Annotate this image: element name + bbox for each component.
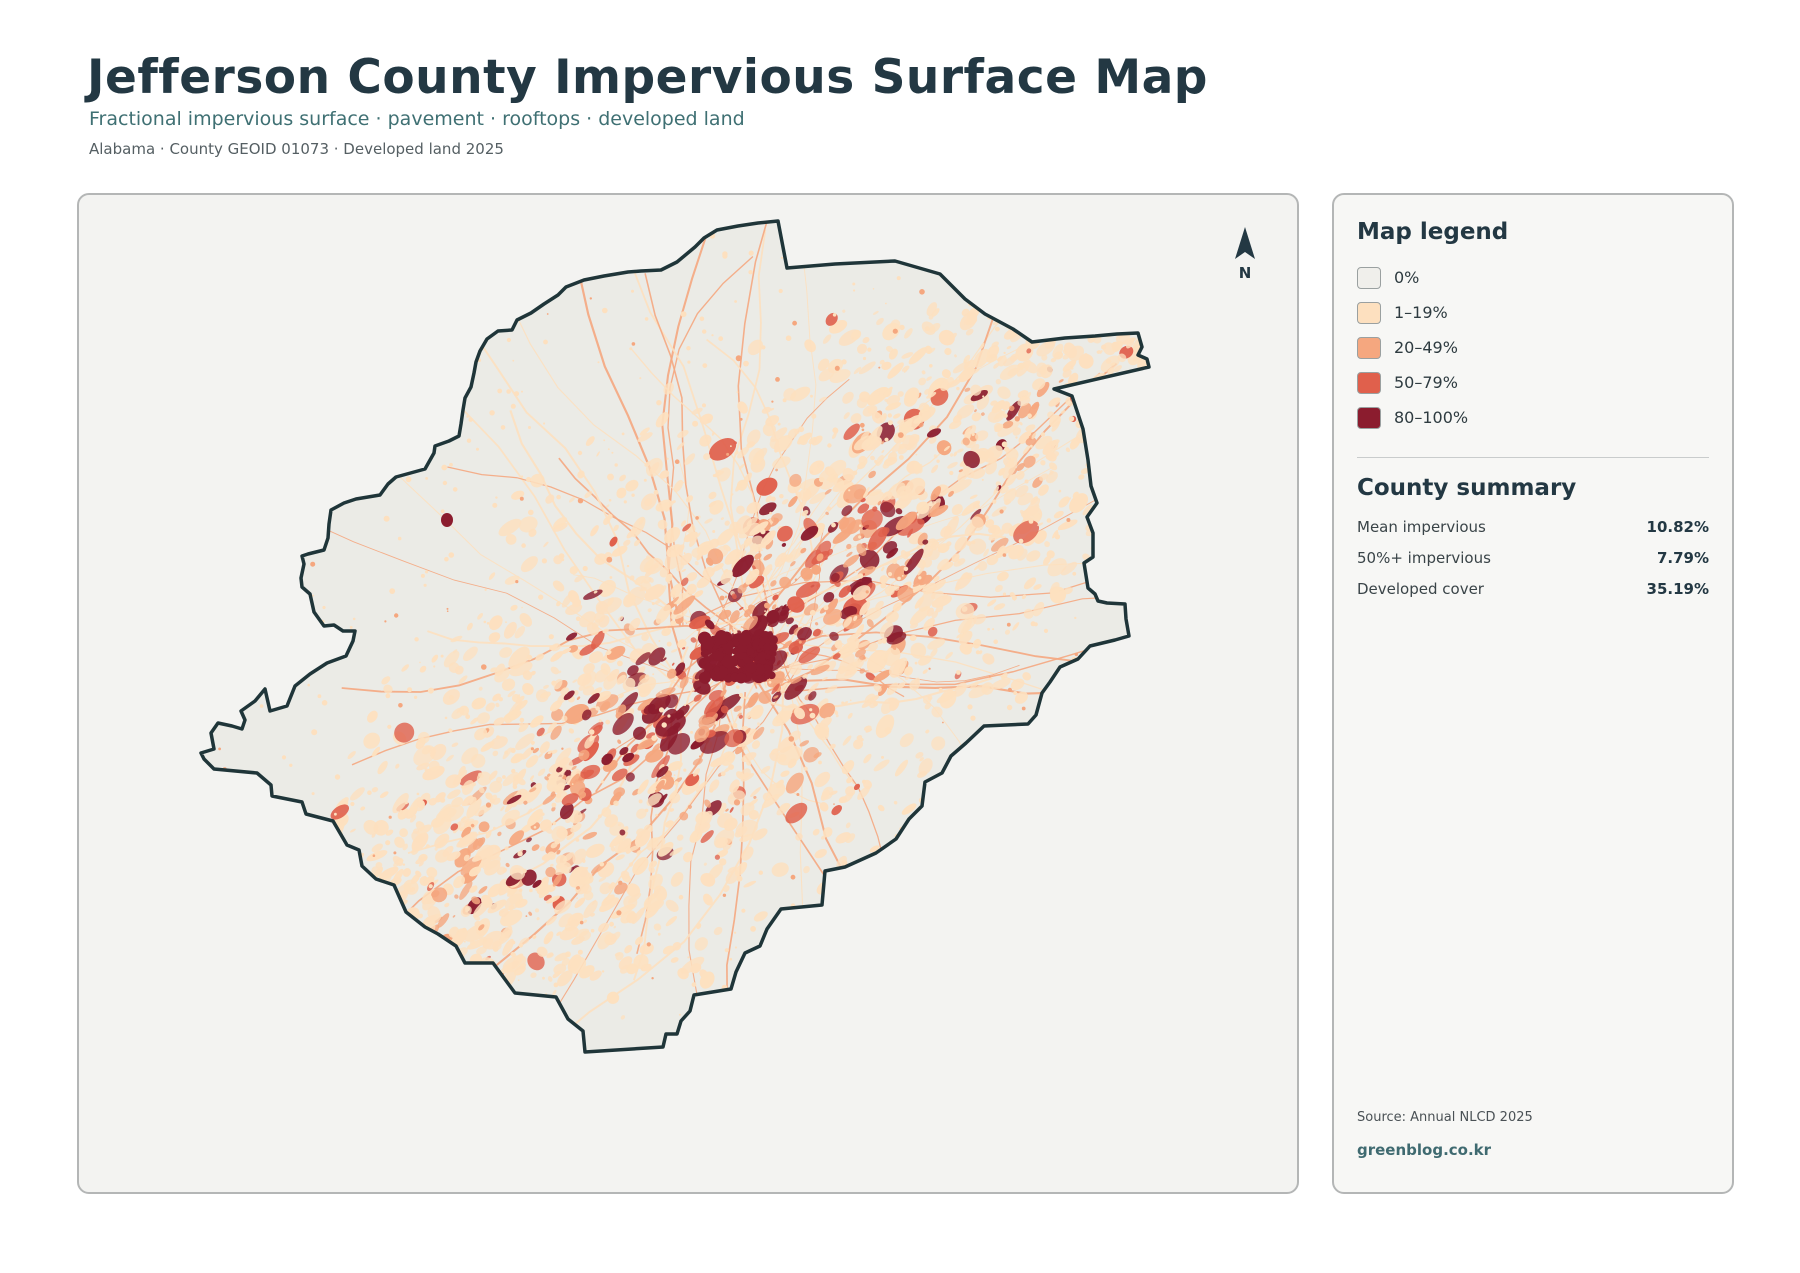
legend-divider: [1357, 457, 1709, 458]
page-title: Jefferson County Impervious Surface Map: [87, 50, 1208, 105]
legend-label: 0%: [1394, 268, 1420, 287]
county-boundary: [199, 219, 1151, 1054]
legend-label: 1–19%: [1394, 303, 1448, 322]
brand-link[interactable]: greenblog.co.kr: [1357, 1141, 1492, 1159]
stat-label: 50%+ impervious: [1357, 549, 1491, 567]
legend-label: 20–49%: [1394, 338, 1458, 357]
legend-label: 80–100%: [1394, 408, 1469, 427]
stat-value: 7.79%: [1656, 549, 1709, 567]
legend-swatch: [1357, 302, 1381, 324]
stat-label: Developed cover: [1357, 580, 1484, 598]
side-panel: Map legend 0% 1–19% 20–49% 50–79% 80–100…: [1332, 193, 1734, 1194]
summary-title: County summary: [1357, 475, 1577, 501]
stat-value: 35.19%: [1646, 580, 1709, 598]
stat-row: Mean impervious 10.82%: [1357, 518, 1709, 538]
legend-swatch: [1357, 407, 1381, 429]
north-label: N: [1238, 264, 1252, 282]
legend-swatch: [1357, 337, 1381, 359]
legend-label: 50–79%: [1394, 373, 1458, 392]
legend-title: Map legend: [1357, 219, 1509, 245]
north-arrow-icon: [1235, 227, 1255, 259]
stat-row: 50%+ impervious 7.79%: [1357, 549, 1709, 569]
page-subtitle: Fractional impervious surface · pavement…: [89, 108, 745, 130]
legend-swatch: [1357, 267, 1381, 289]
stat-row: Developed cover 35.19%: [1357, 580, 1709, 600]
stat-value: 10.82%: [1646, 518, 1709, 536]
map-panel[interactable]: [77, 193, 1299, 1194]
stat-label: Mean impervious: [1357, 518, 1486, 536]
legend-swatch: [1357, 372, 1381, 394]
county-map[interactable]: [79, 195, 1299, 1194]
page-meta: Alabama · County GEOID 01073 · Developed…: [89, 140, 504, 158]
source-note: Source: Annual NLCD 2025: [1357, 1110, 1533, 1125]
